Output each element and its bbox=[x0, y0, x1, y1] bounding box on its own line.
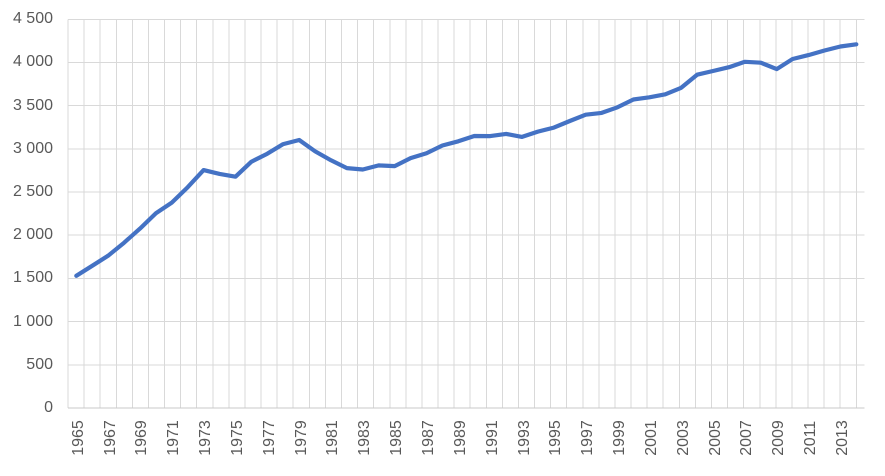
x-axis-tick-label: 1971 bbox=[165, 420, 183, 456]
x-axis-tick-label: 1993 bbox=[515, 420, 533, 456]
x-axis-tick-label: 1977 bbox=[260, 420, 278, 456]
y-axis-tick-label: 3 000 bbox=[12, 139, 53, 157]
x-axis-tick-label: 1969 bbox=[133, 420, 151, 456]
x-axis-tick-label: 1999 bbox=[611, 420, 629, 456]
x-axis-tick-label: 2011 bbox=[802, 420, 820, 456]
y-axis-tick-label: 4 000 bbox=[12, 53, 53, 71]
y-axis-tick-label: 500 bbox=[26, 355, 53, 373]
x-axis-tick-label: 2007 bbox=[738, 420, 756, 456]
x-axis-tick-label: 1997 bbox=[579, 420, 597, 456]
horizontal-gridlines bbox=[68, 18, 865, 366]
x-axis-tick-label: 2013 bbox=[833, 420, 851, 456]
x-axis-tick-label: 1973 bbox=[197, 420, 215, 456]
x-axis-tick-label: 1985 bbox=[388, 420, 406, 456]
y-axis-tick-label: 3 500 bbox=[12, 96, 53, 114]
y-axis-tick-label: 0 bbox=[44, 399, 53, 416]
x-axis-tick-label: 2009 bbox=[770, 420, 788, 456]
y-axis-tick-label: 1 000 bbox=[12, 312, 53, 330]
x-axis-tick-label: 1987 bbox=[420, 420, 437, 456]
x-axis-tick-label: 1989 bbox=[451, 420, 469, 456]
x-axis-tick-label: 1967 bbox=[101, 420, 119, 456]
y-axis-tick-label: 1 500 bbox=[12, 269, 53, 287]
x-axis-tick-label: 1995 bbox=[547, 420, 565, 456]
data-series-line bbox=[74, 42, 859, 278]
x-axis-tick-label: 2003 bbox=[674, 420, 692, 456]
x-axis-tick-label: 1979 bbox=[292, 420, 310, 456]
x-axis-tick-label: 1975 bbox=[228, 420, 246, 456]
x-axis-tick-label: 1983 bbox=[356, 420, 374, 456]
y-axis-tick-label: 2 500 bbox=[12, 183, 53, 201]
vertical-gridlines bbox=[67, 19, 857, 408]
x-axis-tick-label: 2005 bbox=[706, 420, 724, 456]
x-axis-tick-label: 1981 bbox=[324, 420, 342, 456]
x-axis-tick-label: 1965 bbox=[69, 420, 87, 456]
x-axis-tick-label: 2001 bbox=[642, 420, 660, 456]
x-axis-tick-label: 1991 bbox=[483, 420, 501, 456]
y-axis-tick-label: 2 000 bbox=[12, 226, 53, 244]
y-axis-tick-label: 4 500 bbox=[12, 10, 53, 28]
